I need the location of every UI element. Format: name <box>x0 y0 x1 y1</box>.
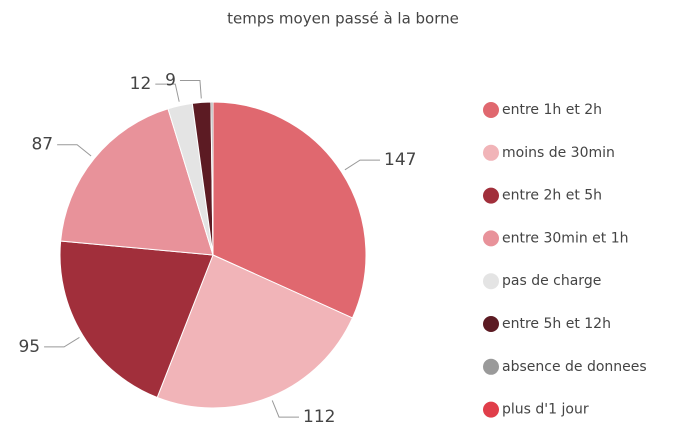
legend-label: pas de charge <box>502 273 601 289</box>
leader-line <box>57 144 92 157</box>
pie-slice <box>60 108 214 256</box>
leader-line <box>44 337 80 348</box>
pie-slice <box>212 101 367 319</box>
legend-swatch <box>483 401 499 418</box>
data-label: 95 <box>18 337 40 357</box>
leader-line <box>344 159 381 171</box>
legend-swatch <box>483 358 499 375</box>
data-label: 112 <box>303 407 335 427</box>
leader-line <box>179 79 202 99</box>
legend-swatch <box>483 144 499 161</box>
chart-title: temps moyen passé à la borne <box>227 10 459 28</box>
legend-swatch <box>483 230 499 247</box>
legend-label: entre 30min et 1h <box>502 230 629 246</box>
pie-slice <box>59 240 214 399</box>
legend-swatch <box>483 187 499 204</box>
data-label: 12 <box>130 74 152 94</box>
legend-swatch <box>483 316 499 332</box>
leader-line <box>271 400 300 418</box>
legend-swatch <box>483 273 499 290</box>
legend-label: plus d'1 jour <box>502 402 589 418</box>
legend-label: moins de 30min <box>502 145 615 161</box>
data-label: 87 <box>31 135 53 155</box>
legend-label: absence de donnees <box>502 359 647 375</box>
legend-label: entre 2h et 5h <box>502 188 602 204</box>
legend-label: entre 1h et 2h <box>502 102 602 118</box>
legend-label: entre 5h et 12h <box>502 316 611 332</box>
pie-slice <box>156 254 354 409</box>
legend-swatch <box>483 102 499 118</box>
data-label: 147 <box>384 150 416 170</box>
leader-line <box>155 83 180 102</box>
data-label: 9 <box>165 70 176 90</box>
